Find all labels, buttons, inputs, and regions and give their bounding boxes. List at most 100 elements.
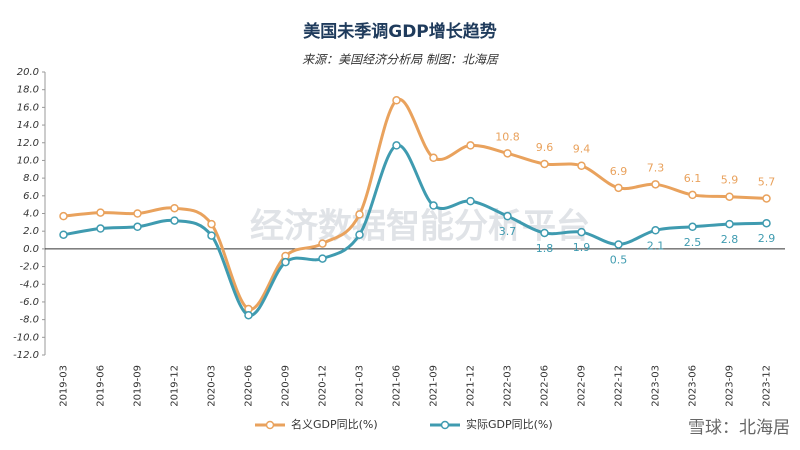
x-tick-label: 2020-06 xyxy=(244,365,255,407)
data-point xyxy=(762,194,771,203)
data-point xyxy=(59,211,68,221)
data-point xyxy=(133,222,142,232)
legend-marker xyxy=(265,420,275,430)
x-tick-label: 2022-09 xyxy=(577,365,588,407)
data-point xyxy=(429,153,438,163)
y-tick-label: 20.0 xyxy=(17,67,39,78)
data-point xyxy=(207,219,216,229)
data-point xyxy=(429,201,438,210)
x-tick-label: 2023-12 xyxy=(762,365,773,407)
data-point xyxy=(318,239,327,248)
x-tick-label: 2019-12 xyxy=(170,365,181,407)
data-point xyxy=(503,149,512,158)
value-label: 7.3 xyxy=(647,161,665,174)
legend-marker xyxy=(440,420,450,430)
value-label: 5.7 xyxy=(758,175,776,188)
value-label: 2.1 xyxy=(647,239,665,252)
data-point xyxy=(466,196,475,206)
value-label: 5.9 xyxy=(721,174,739,187)
value-label: 1.9 xyxy=(573,241,591,254)
y-tick-label: -4.0 xyxy=(19,279,39,290)
y-tick-label: -10.0 xyxy=(13,332,39,343)
y-tick-label: 10.0 xyxy=(17,155,39,166)
data-point xyxy=(762,218,771,228)
series-line xyxy=(63,97,767,311)
data-point xyxy=(577,227,586,237)
x-tick-label: 2023-06 xyxy=(688,365,699,407)
data-point xyxy=(614,240,623,249)
footer: 雪球：北海居 xyxy=(688,418,790,438)
value-label: 0.5 xyxy=(610,253,628,266)
y-tick-label: 0.0 xyxy=(23,244,39,255)
data-point xyxy=(281,257,290,267)
data-point xyxy=(355,210,364,219)
data-point xyxy=(725,192,734,201)
x-tick-label: 2022-06 xyxy=(540,365,551,407)
value-label: 9.4 xyxy=(573,143,591,156)
x-tick-label: 2019-03 xyxy=(59,365,70,407)
data-point xyxy=(96,208,105,217)
x-tick-label: 2021-09 xyxy=(429,365,440,407)
value-label: 2.8 xyxy=(721,233,739,246)
x-tick-label: 2023-09 xyxy=(725,365,736,407)
data-point xyxy=(540,228,549,238)
data-point xyxy=(392,96,401,105)
data-point xyxy=(392,141,401,150)
y-tick-label: 18.0 xyxy=(17,85,39,96)
value-label: 1.8 xyxy=(536,242,554,255)
y-tick-label: -6.0 xyxy=(19,297,39,308)
y-tick-label: 6.0 xyxy=(23,191,39,202)
chart-title: 美国未季调GDP增长趋势 xyxy=(303,21,497,42)
watermark: 经济数据智能分析平台 xyxy=(250,207,590,247)
data-point xyxy=(651,226,660,235)
data-point xyxy=(170,203,179,213)
x-tick-label: 2021-06 xyxy=(392,365,403,407)
chart-subtitle: 来源：美国经济分析局 制图：北海居 xyxy=(302,53,499,67)
data-point xyxy=(651,180,660,189)
y-tick-label: -2.0 xyxy=(19,262,39,273)
data-point xyxy=(614,183,623,193)
data-point xyxy=(688,190,697,200)
data-point xyxy=(725,219,734,229)
data-point xyxy=(466,141,475,150)
data-point xyxy=(355,230,364,239)
y-tick-label: 14.0 xyxy=(17,120,39,131)
x-tick-label: 2019-09 xyxy=(133,365,144,407)
value-label: 2.5 xyxy=(684,236,702,249)
y-tick-label: 16.0 xyxy=(17,102,39,113)
data-point xyxy=(96,224,105,233)
value-label: 3.7 xyxy=(499,225,517,238)
x-tick-label: 2023-03 xyxy=(651,365,662,407)
y-tick-label: 4.0 xyxy=(23,209,39,220)
x-tick-label: 2021-12 xyxy=(466,365,477,407)
data-point xyxy=(318,254,327,263)
data-point xyxy=(59,230,68,239)
data-point xyxy=(688,222,697,232)
data-point xyxy=(540,159,549,169)
data-point xyxy=(133,209,142,218)
data-point xyxy=(577,161,586,170)
x-tick-label: 2020-09 xyxy=(281,365,292,407)
legend-label: 名义GDP同比(%) xyxy=(291,417,378,431)
x-tick-label: 2020-12 xyxy=(318,365,329,407)
data-point xyxy=(503,211,512,221)
y-tick-label: 12.0 xyxy=(17,138,39,149)
y-tick-label: 2.0 xyxy=(23,226,39,237)
x-tick-label: 2019-06 xyxy=(96,365,107,407)
value-label: 6.1 xyxy=(684,172,702,185)
series-line xyxy=(63,143,767,317)
value-label: 2.9 xyxy=(758,232,776,245)
y-tick-label: -8.0 xyxy=(19,315,39,326)
value-label: 9.6 xyxy=(536,141,554,154)
value-label: 10.8 xyxy=(495,130,520,143)
x-tick-label: 2021-03 xyxy=(355,365,366,407)
y-tick-label: -12.0 xyxy=(13,350,39,361)
data-point xyxy=(207,231,216,240)
legend-label: 实际GDP同比(%) xyxy=(466,417,553,431)
value-label: 6.9 xyxy=(610,165,628,178)
x-tick-label: 2020-03 xyxy=(207,365,218,407)
x-tick-label: 2022-03 xyxy=(503,365,514,407)
x-tick-label: 2022-12 xyxy=(614,365,625,407)
y-tick-label: 8.0 xyxy=(23,173,39,184)
